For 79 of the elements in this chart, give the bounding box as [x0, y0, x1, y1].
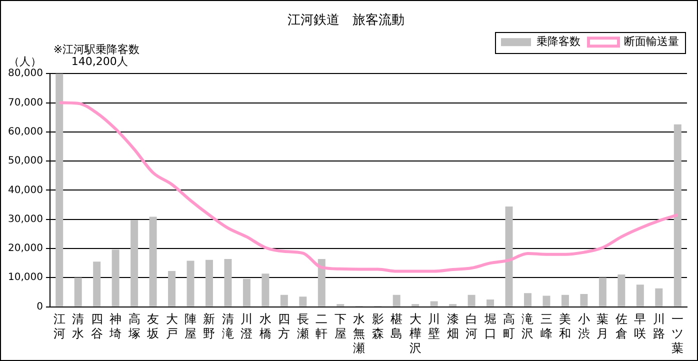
bar	[580, 294, 588, 306]
bar	[430, 301, 438, 306]
x-tick-label: 陣屋	[184, 312, 197, 341]
x-tick-label: 高町	[503, 312, 516, 341]
bar	[205, 260, 213, 306]
bar	[168, 270, 176, 306]
bar	[299, 296, 307, 306]
bar	[468, 294, 476, 306]
y-tick-label: 60,000	[8, 126, 43, 138]
x-tick-label: 椹島	[390, 312, 403, 341]
x-tick-label: 堀口	[483, 312, 496, 341]
bar	[561, 294, 569, 306]
bar	[486, 300, 494, 306]
y-tick-label: 30,000	[8, 214, 43, 225]
bar	[524, 293, 532, 306]
bar	[242, 278, 250, 306]
x-tick-label: 江河	[53, 312, 66, 341]
y-tick-label: 40,000	[8, 184, 43, 196]
chart-title: 江河鉄道 旅客流動	[288, 12, 404, 28]
bar	[224, 258, 232, 306]
y-tick-label: 20,000	[8, 243, 43, 254]
bar	[280, 294, 288, 306]
x-tick-label: 影森	[372, 312, 384, 341]
bar	[655, 288, 663, 306]
bar	[318, 258, 326, 306]
bar	[74, 278, 82, 306]
x-tick-label: 小渋	[578, 312, 590, 341]
x-tick-label: 川澄	[240, 312, 253, 341]
x-tick-label: 川壁	[428, 312, 440, 341]
bar	[392, 294, 400, 306]
x-tick-label: 神埼	[108, 312, 122, 341]
x-tick-label: 二軒	[316, 312, 328, 341]
line-series	[58, 101, 680, 273]
x-tick-label: 高塚	[127, 312, 140, 341]
x-tick-label: 一ツ葉	[672, 312, 684, 355]
bar	[56, 74, 64, 306]
bar	[542, 296, 550, 306]
bar	[149, 216, 157, 306]
x-tick-label: 水無瀬	[353, 312, 366, 355]
x-tick-label: 三峰	[540, 312, 552, 341]
y-tick-label: 10,000	[8, 272, 43, 284]
x-tick-label: 白河	[466, 312, 478, 341]
x-tick-label: 葉月	[596, 312, 609, 341]
text: ※江河駅乗降客数	[53, 42, 140, 56]
x-tick-label: 四谷	[90, 312, 103, 341]
x-tick-label: 佐倉	[615, 312, 628, 341]
x-tick-label: 滝沢	[522, 312, 534, 341]
bar	[598, 278, 606, 306]
bar	[186, 260, 194, 306]
bar	[674, 124, 682, 306]
bar	[93, 262, 101, 306]
bar	[618, 274, 626, 306]
y-axis-title: （人）	[8, 54, 42, 68]
x-tick-label: 早咲	[634, 312, 646, 341]
bar	[636, 284, 644, 306]
x-tick-label: 下屋	[334, 312, 346, 341]
y-tick-label: 0	[36, 301, 43, 312]
bar	[262, 274, 270, 306]
x-tick-label: 大樺沢	[409, 312, 422, 355]
legend-label: 断面輸送量	[624, 34, 679, 48]
text: 140,200人	[71, 54, 128, 68]
x-tick-label: 水橋	[259, 312, 272, 341]
x-tick-label: 川路	[652, 312, 665, 341]
bar	[112, 250, 120, 306]
y-tick-label: 50,000	[8, 156, 43, 167]
x-tick-label: 大戸	[166, 312, 178, 341]
y-tick-label: 80,000	[8, 68, 43, 80]
x-tick-label: 清水	[72, 312, 84, 341]
x-tick-label: 長瀬	[296, 312, 309, 341]
x-tick-label: 美和	[559, 312, 572, 341]
x-tick-label: 漆畑	[446, 312, 459, 341]
y-tick-label: 70,000	[8, 97, 43, 108]
x-tick-label: 四方	[278, 312, 290, 341]
x-tick-label: 友坂	[146, 312, 160, 341]
legend-label: 乗降客数	[536, 34, 580, 48]
x-tick-label: 清滝	[222, 312, 234, 341]
bar	[505, 206, 513, 306]
bar	[130, 220, 138, 306]
x-tick-label: 新野	[203, 312, 216, 341]
